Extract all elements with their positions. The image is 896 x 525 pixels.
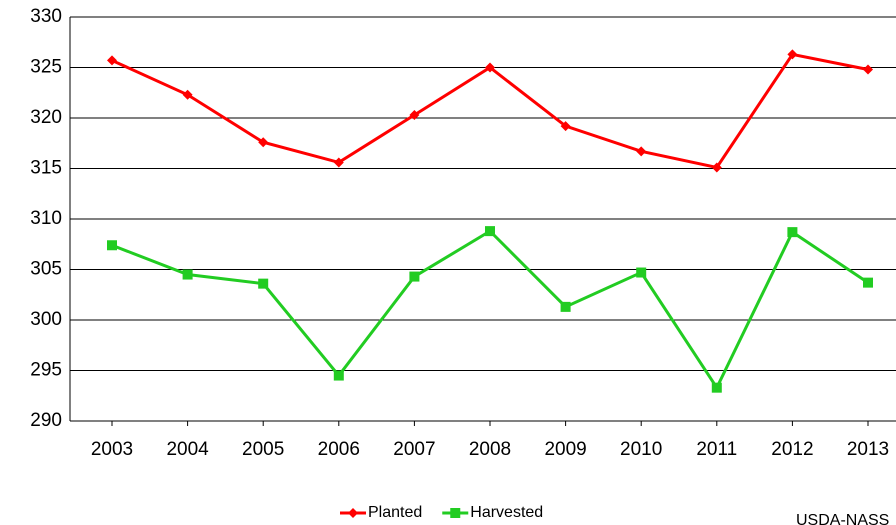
- y-tick-label: 310: [30, 208, 62, 229]
- legend-label: Planted: [368, 504, 422, 521]
- point: [560, 121, 571, 132]
- point: [787, 227, 798, 238]
- point: [485, 62, 495, 73]
- point: [863, 64, 873, 75]
- y-tick-label: 320: [30, 107, 62, 128]
- point: [409, 271, 420, 282]
- point: [348, 508, 358, 518]
- point: [409, 109, 420, 120]
- point: [863, 277, 873, 288]
- point: [787, 49, 798, 60]
- x-tick-label: 2011: [696, 439, 737, 460]
- source-note: USDA-NASS: [796, 512, 889, 525]
- point: [711, 162, 722, 173]
- point: [182, 269, 193, 280]
- y-tick-label: 305: [30, 259, 62, 280]
- x-tick-label: 2009: [544, 439, 586, 460]
- x-tick-label: 2007: [393, 439, 435, 460]
- x-tick-label: 2012: [771, 439, 813, 460]
- y-tick-label: 290: [30, 410, 62, 431]
- legend-label: Harvested: [470, 504, 543, 521]
- x-tick-label: 2008: [469, 439, 511, 460]
- point: [450, 508, 461, 518]
- y-tick-label: 330: [30, 6, 62, 27]
- point: [560, 301, 571, 312]
- point: [258, 137, 269, 148]
- x-tick-label: 2010: [620, 439, 662, 460]
- point: [107, 55, 117, 66]
- y-tick-label: 295: [30, 360, 62, 381]
- point: [485, 226, 495, 237]
- x-tick-label: 2004: [166, 439, 209, 460]
- x-tick-label: 2003: [91, 439, 133, 460]
- point: [258, 278, 269, 289]
- series-line: [111, 229, 869, 391]
- point: [636, 146, 647, 157]
- x-tick-label: 2006: [318, 439, 360, 460]
- x-tick-label: 2013: [847, 439, 889, 460]
- point: [711, 382, 722, 393]
- point: [333, 157, 344, 168]
- y-tick-label: 300: [30, 309, 62, 330]
- y-tick-label: 325: [30, 57, 62, 78]
- point: [107, 240, 117, 251]
- point: [182, 89, 193, 100]
- y-tick-label: 315: [30, 158, 62, 179]
- x-tick-label: 2005: [242, 439, 284, 460]
- point: [636, 267, 647, 278]
- point: [333, 370, 344, 381]
